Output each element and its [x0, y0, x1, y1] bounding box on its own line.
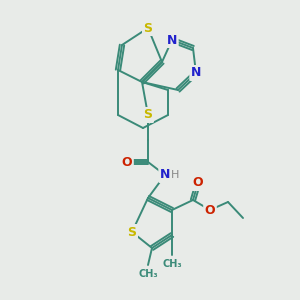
- Text: CH₃: CH₃: [138, 269, 158, 279]
- Text: N: N: [191, 67, 201, 80]
- Text: N: N: [167, 34, 177, 46]
- Text: N: N: [160, 169, 170, 182]
- Text: S: S: [143, 22, 152, 34]
- Text: CH₃: CH₃: [162, 259, 182, 269]
- Text: H: H: [171, 170, 179, 180]
- Text: O: O: [205, 203, 215, 217]
- Text: O: O: [122, 155, 132, 169]
- Text: O: O: [193, 176, 203, 190]
- Text: S: S: [128, 226, 136, 238]
- Text: S: S: [143, 109, 152, 122]
